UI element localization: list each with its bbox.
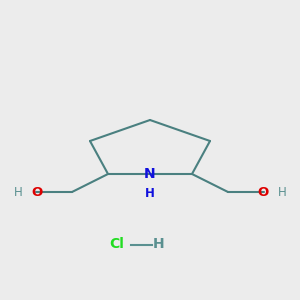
Text: O: O <box>257 185 268 199</box>
Text: H: H <box>153 238 165 251</box>
Text: H: H <box>145 187 155 200</box>
Text: O: O <box>32 185 43 199</box>
Text: H: H <box>278 185 286 199</box>
Text: Cl: Cl <box>110 238 124 251</box>
Text: H: H <box>14 185 22 199</box>
Text: N: N <box>144 167 156 181</box>
